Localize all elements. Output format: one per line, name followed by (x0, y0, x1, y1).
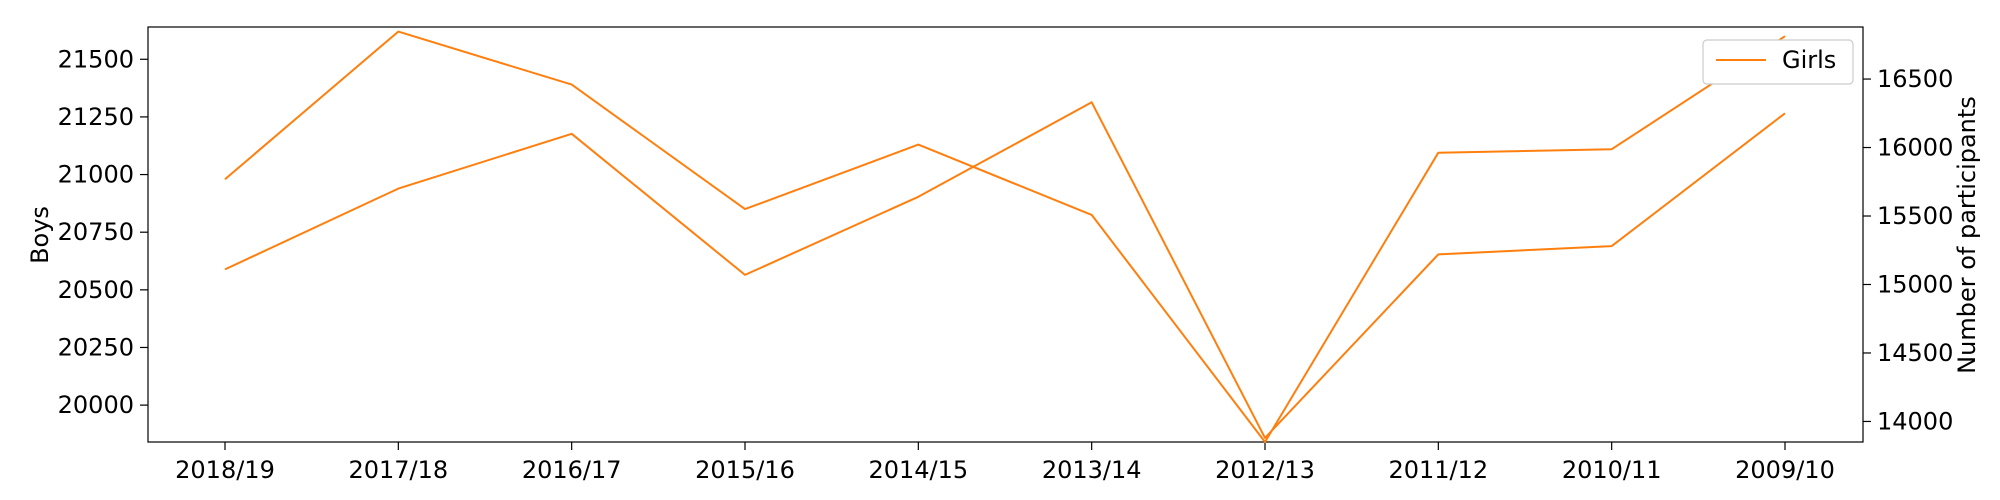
left-tick-label: 21250 (58, 103, 134, 131)
left-tick-label: 20500 (58, 276, 134, 304)
right-y-axis: 14000 14500 15000 15500 16000 16500 (1863, 65, 1953, 435)
x-tick-label: 2010/11 (1562, 456, 1662, 484)
plot-area (147, 26, 1864, 443)
left-tick-label: 20250 (58, 333, 134, 361)
left-tick-label: 20000 (58, 391, 134, 419)
x-tick-label: 2011/12 (1388, 456, 1488, 484)
right-tick-label: 14000 (1877, 407, 1953, 435)
left-y-axis-label: Boys (26, 206, 54, 264)
series-line-left-axis (224, 30, 1786, 443)
x-tick-label: 2013/14 (1042, 456, 1142, 484)
x-tick-label: 2017/18 (348, 456, 448, 484)
series-layer (224, 30, 1786, 443)
series-line-right-axis (224, 101, 1786, 439)
legend: Girls (1702, 39, 1854, 85)
x-axis: 2018/19 2017/18 2016/17 2015/16 2014/15 2013/… (175, 442, 1835, 484)
right-y-axis-label: Number of participants (1953, 96, 1981, 374)
right-tick-label: 16500 (1877, 65, 1953, 93)
legend-label-girls: Girls (1782, 46, 1836, 74)
right-tick-label: 15000 (1877, 270, 1953, 298)
legend-box (1702, 39, 1854, 85)
left-tick-label: 21500 (58, 45, 134, 73)
left-tick-label: 20750 (58, 218, 134, 246)
x-tick-label: 2009/10 (1735, 456, 1835, 484)
left-y-axis: 20000 20250 20500 20750 21000 21250 21500 (58, 45, 148, 419)
right-tick-label: 15500 (1877, 202, 1953, 230)
x-tick-label: 2018/19 (175, 456, 275, 484)
right-tick-label: 16000 (1877, 134, 1953, 162)
x-tick-label: 2014/15 (868, 456, 968, 484)
x-tick-label: 2016/17 (522, 456, 622, 484)
right-tick-label: 14500 (1877, 339, 1953, 367)
left-tick-label: 21000 (58, 161, 134, 189)
x-tick-label: 2015/16 (695, 456, 795, 484)
x-tick-label: 2012/13 (1215, 456, 1315, 484)
